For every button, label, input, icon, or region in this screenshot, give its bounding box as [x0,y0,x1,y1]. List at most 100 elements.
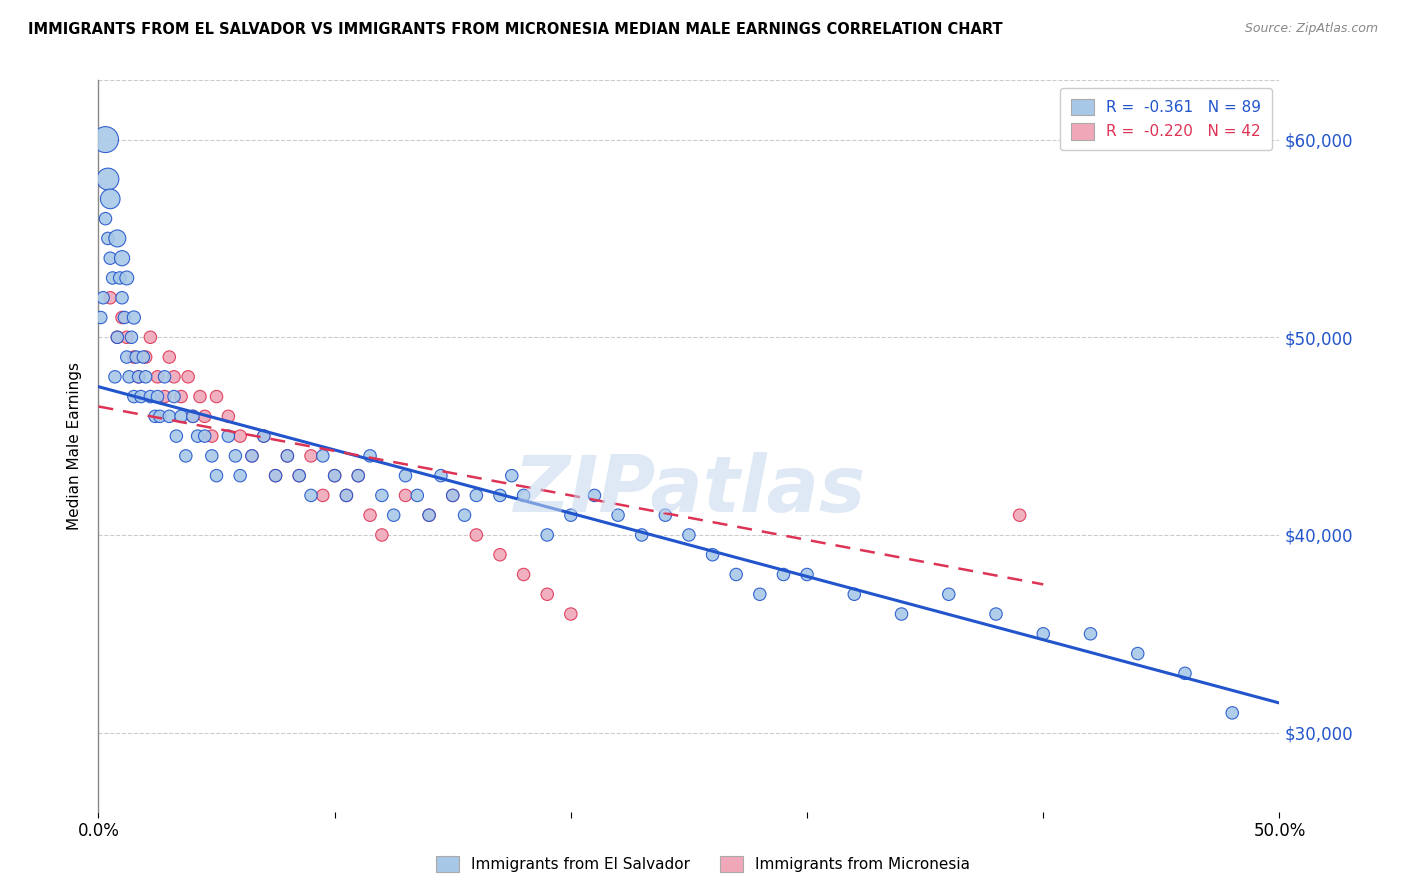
Legend: R =  -0.361   N = 89, R =  -0.220   N = 42: R = -0.361 N = 89, R = -0.220 N = 42 [1060,88,1272,150]
Point [163,390,186,404]
Point [174,449,197,463]
Point [312,449,335,463]
Point [702,548,724,562]
Point [312,488,335,502]
Point [115,330,138,344]
Point [170,390,193,404]
Point [181,409,204,424]
Point [276,449,298,463]
Point [347,468,370,483]
Point [97,231,120,245]
Y-axis label: Median Male Earnings: Median Male Earnings [67,362,83,530]
Point [194,429,217,443]
Point [165,429,187,443]
Point [299,488,322,502]
Point [188,390,211,404]
Point [607,508,630,523]
Point [111,310,134,325]
Text: IMMIGRANTS FROM EL SALVADOR VS IMMIGRANTS FROM MICRONESIA MEDIAN MALE EARNINGS C: IMMIGRANTS FROM EL SALVADOR VS IMMIGRANT… [28,22,1002,37]
Point [194,409,217,424]
Point [201,429,224,443]
Point [111,291,134,305]
Point [122,390,145,404]
Point [748,587,770,601]
Point [115,271,138,285]
Point [149,409,172,424]
Point [323,468,346,483]
Point [371,488,394,502]
Point [441,488,464,502]
Point [157,350,180,364]
Point [1008,508,1031,523]
Point [299,449,322,463]
Point [205,468,228,483]
Point [1174,666,1197,681]
Text: ZIPatlas: ZIPatlas [513,452,865,528]
Point [394,488,416,502]
Point [583,488,606,502]
Point [890,607,912,621]
Point [678,528,700,542]
Point [288,468,311,483]
Point [177,369,200,384]
Point [536,528,558,542]
Point [359,508,381,523]
Point [121,330,143,344]
Point [1220,706,1243,720]
Point [90,310,112,325]
Point [335,488,357,502]
Point [406,488,429,502]
Point [371,528,394,542]
Point [335,488,357,502]
Point [844,587,866,601]
Point [359,449,381,463]
Point [394,468,416,483]
Point [224,449,246,463]
Point [115,350,138,364]
Point [512,567,534,582]
Point [111,251,134,265]
Point [122,310,145,325]
Point [264,468,287,483]
Point [146,369,169,384]
Point [240,449,263,463]
Point [430,468,453,483]
Point [229,468,252,483]
Point [128,369,150,384]
Point [94,132,117,146]
Point [101,271,124,285]
Point [98,251,121,265]
Point [347,468,370,483]
Point [139,330,162,344]
Point [139,390,162,404]
Point [91,291,114,305]
Point [418,508,440,523]
Point [1032,627,1054,641]
Point [104,369,127,384]
Point [112,310,135,325]
Point [128,369,150,384]
Point [382,508,405,523]
Point [205,390,228,404]
Point [122,350,145,364]
Point [536,587,558,601]
Point [441,488,464,502]
Point [984,607,1007,621]
Point [725,567,748,582]
Point [560,508,582,523]
Point [187,429,209,443]
Point [938,587,960,601]
Point [146,390,169,404]
Legend: Immigrants from El Salvador, Immigrants from Micronesia: Immigrants from El Salvador, Immigrants … [427,848,979,880]
Point [217,409,239,424]
Point [201,449,224,463]
Point [129,390,152,404]
Point [253,429,276,443]
Text: Source: ZipAtlas.com: Source: ZipAtlas.com [1244,22,1378,36]
Point [217,429,239,443]
Point [288,468,311,483]
Point [118,369,141,384]
Point [264,468,287,483]
Point [796,567,818,582]
Point [105,330,128,344]
